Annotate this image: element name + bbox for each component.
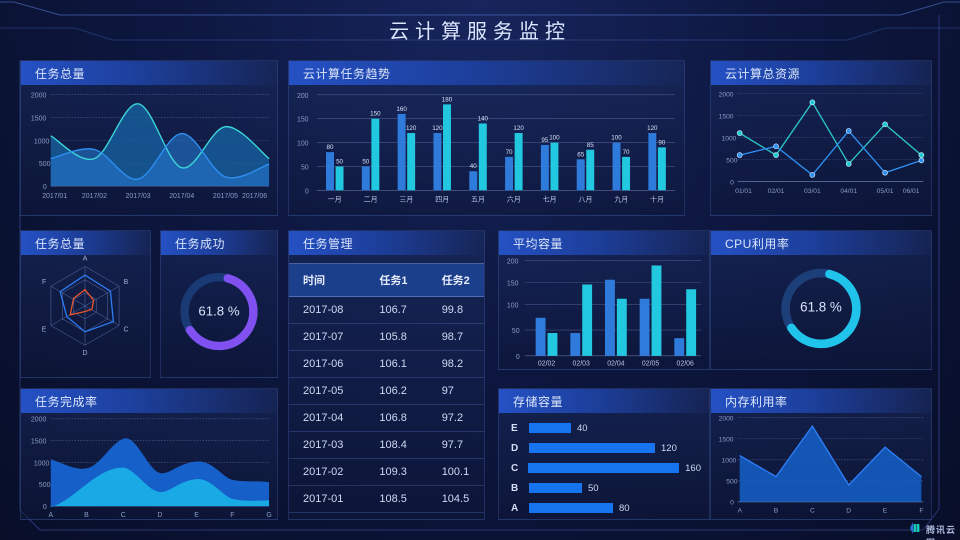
svg-text:九月: 九月 [614, 194, 628, 203]
svg-text:0: 0 [730, 500, 734, 507]
svg-text:90: 90 [658, 139, 665, 146]
svg-text:200: 200 [507, 259, 519, 266]
svg-text:2017/04: 2017/04 [169, 193, 194, 200]
svg-text:02/06: 02/06 [677, 361, 694, 368]
svg-text:二月: 二月 [364, 195, 378, 203]
svg-text:120: 120 [647, 125, 658, 132]
svg-text:B: B [124, 279, 129, 286]
svg-text:三月: 三月 [399, 195, 413, 203]
svg-text:F: F [230, 512, 234, 519]
svg-text:02/02: 02/02 [538, 361, 555, 368]
svg-text:1000: 1000 [722, 135, 737, 142]
svg-text:六月: 六月 [507, 194, 521, 203]
svg-text:03/01: 03/01 [804, 188, 821, 195]
svg-text:0: 0 [43, 184, 47, 191]
svg-text:A: A [737, 507, 742, 514]
svg-text:2017/06: 2017/06 [242, 193, 267, 200]
svg-text:E: E [42, 326, 47, 333]
svg-text:八月: 八月 [579, 195, 593, 203]
svg-text:1000: 1000 [34, 460, 50, 467]
svg-text:120: 120 [432, 125, 443, 132]
svg-text:0: 0 [730, 179, 734, 186]
svg-text:E: E [194, 512, 199, 519]
svg-text:C: C [121, 512, 126, 519]
svg-text:2017/02: 2017/02 [82, 193, 107, 200]
svg-text:50: 50 [301, 164, 309, 171]
svg-text:2000: 2000 [719, 416, 734, 423]
svg-text:180: 180 [442, 96, 453, 103]
svg-text:50: 50 [336, 158, 343, 165]
svg-text:61.8 %: 61.8 % [800, 299, 842, 314]
svg-text:D: D [83, 350, 88, 357]
svg-text:500: 500 [726, 157, 737, 164]
svg-text:2017/01: 2017/01 [42, 193, 67, 200]
svg-text:C: C [810, 507, 815, 514]
svg-text:150: 150 [507, 280, 519, 287]
svg-text:06/01: 06/01 [903, 188, 920, 195]
svg-text:50: 50 [362, 158, 369, 165]
svg-text:一月: 一月 [328, 195, 342, 203]
svg-text:02/05: 02/05 [642, 361, 659, 368]
svg-text:85: 85 [587, 142, 594, 149]
svg-text:B: B [774, 507, 779, 514]
svg-text:70: 70 [506, 149, 513, 156]
svg-text:100: 100 [611, 135, 622, 142]
svg-text:95: 95 [541, 137, 548, 144]
svg-text:F: F [919, 507, 923, 514]
svg-text:100: 100 [549, 135, 560, 142]
svg-text:500: 500 [39, 482, 51, 489]
svg-text:0: 0 [516, 354, 520, 361]
svg-text:A: A [83, 255, 88, 262]
svg-text:G: G [266, 512, 271, 519]
svg-text:E: E [883, 507, 888, 514]
svg-text:160: 160 [396, 106, 407, 113]
svg-text:02/04: 02/04 [607, 361, 624, 368]
svg-text:120: 120 [406, 125, 417, 132]
svg-text:140: 140 [478, 115, 489, 122]
svg-text:1500: 1500 [719, 113, 734, 120]
svg-text:70: 70 [623, 149, 630, 156]
svg-text:2017/03: 2017/03 [126, 193, 151, 200]
svg-text:0: 0 [305, 188, 309, 195]
svg-text:40: 40 [470, 163, 477, 170]
svg-text:C: C [123, 326, 128, 333]
svg-text:D: D [157, 512, 162, 519]
svg-text:1500: 1500 [31, 116, 47, 123]
svg-text:100: 100 [507, 302, 519, 309]
svg-text:1500: 1500 [719, 437, 734, 444]
svg-text:2000: 2000 [31, 93, 47, 100]
svg-text:A: A [48, 512, 53, 519]
svg-text:04/01: 04/01 [840, 188, 857, 195]
svg-text:150: 150 [297, 117, 309, 124]
svg-text:2000: 2000 [31, 417, 47, 424]
svg-text:120: 120 [513, 125, 524, 132]
svg-text:D: D [846, 507, 851, 514]
svg-text:0: 0 [43, 504, 47, 511]
svg-text:七月: 七月 [543, 194, 557, 203]
svg-text:B: B [84, 512, 89, 519]
svg-text:F: F [42, 279, 46, 286]
svg-text:500: 500 [726, 479, 737, 486]
svg-text:五月: 五月 [471, 195, 485, 203]
svg-text:01/01: 01/01 [735, 188, 752, 195]
svg-text:05/01: 05/01 [877, 188, 894, 195]
svg-text:80: 80 [327, 144, 334, 151]
svg-text:02/03: 02/03 [573, 361, 590, 368]
svg-text:2017/05: 2017/05 [213, 193, 238, 200]
svg-text:65: 65 [577, 151, 584, 158]
svg-text:200: 200 [297, 93, 309, 100]
svg-text:四月: 四月 [435, 195, 449, 203]
svg-text:61.8 %: 61.8 % [198, 304, 239, 319]
svg-text:1000: 1000 [722, 458, 737, 465]
svg-text:1500: 1500 [31, 439, 47, 446]
svg-text:100: 100 [297, 141, 309, 148]
svg-text:十月: 十月 [650, 194, 664, 203]
svg-text:150: 150 [370, 111, 381, 118]
svg-text:2000: 2000 [719, 91, 734, 98]
svg-text:50: 50 [512, 328, 520, 335]
svg-text:1000: 1000 [34, 138, 50, 145]
svg-text:500: 500 [39, 161, 51, 168]
svg-text:02/01: 02/01 [768, 188, 785, 195]
